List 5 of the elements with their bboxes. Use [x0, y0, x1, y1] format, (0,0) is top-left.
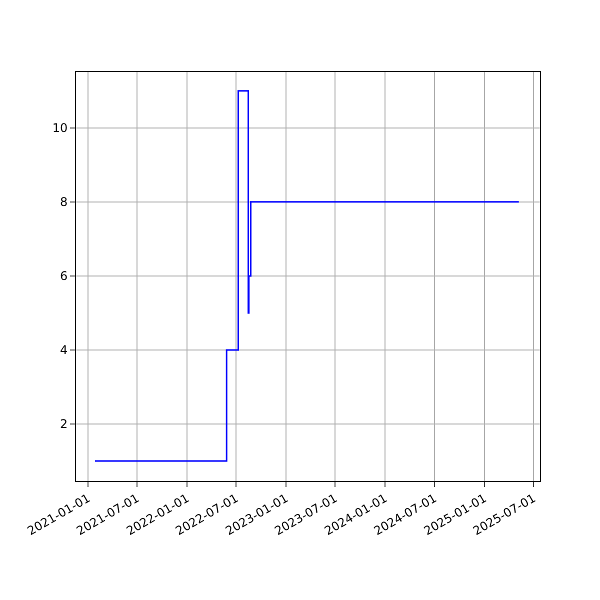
y-tick-label: 8 — [60, 195, 68, 210]
y-tick-label: 2 — [60, 417, 68, 432]
y-tick-label: 6 — [60, 269, 68, 284]
y-tick-label: 4 — [60, 343, 68, 358]
y-tick-label: 10 — [52, 121, 68, 136]
